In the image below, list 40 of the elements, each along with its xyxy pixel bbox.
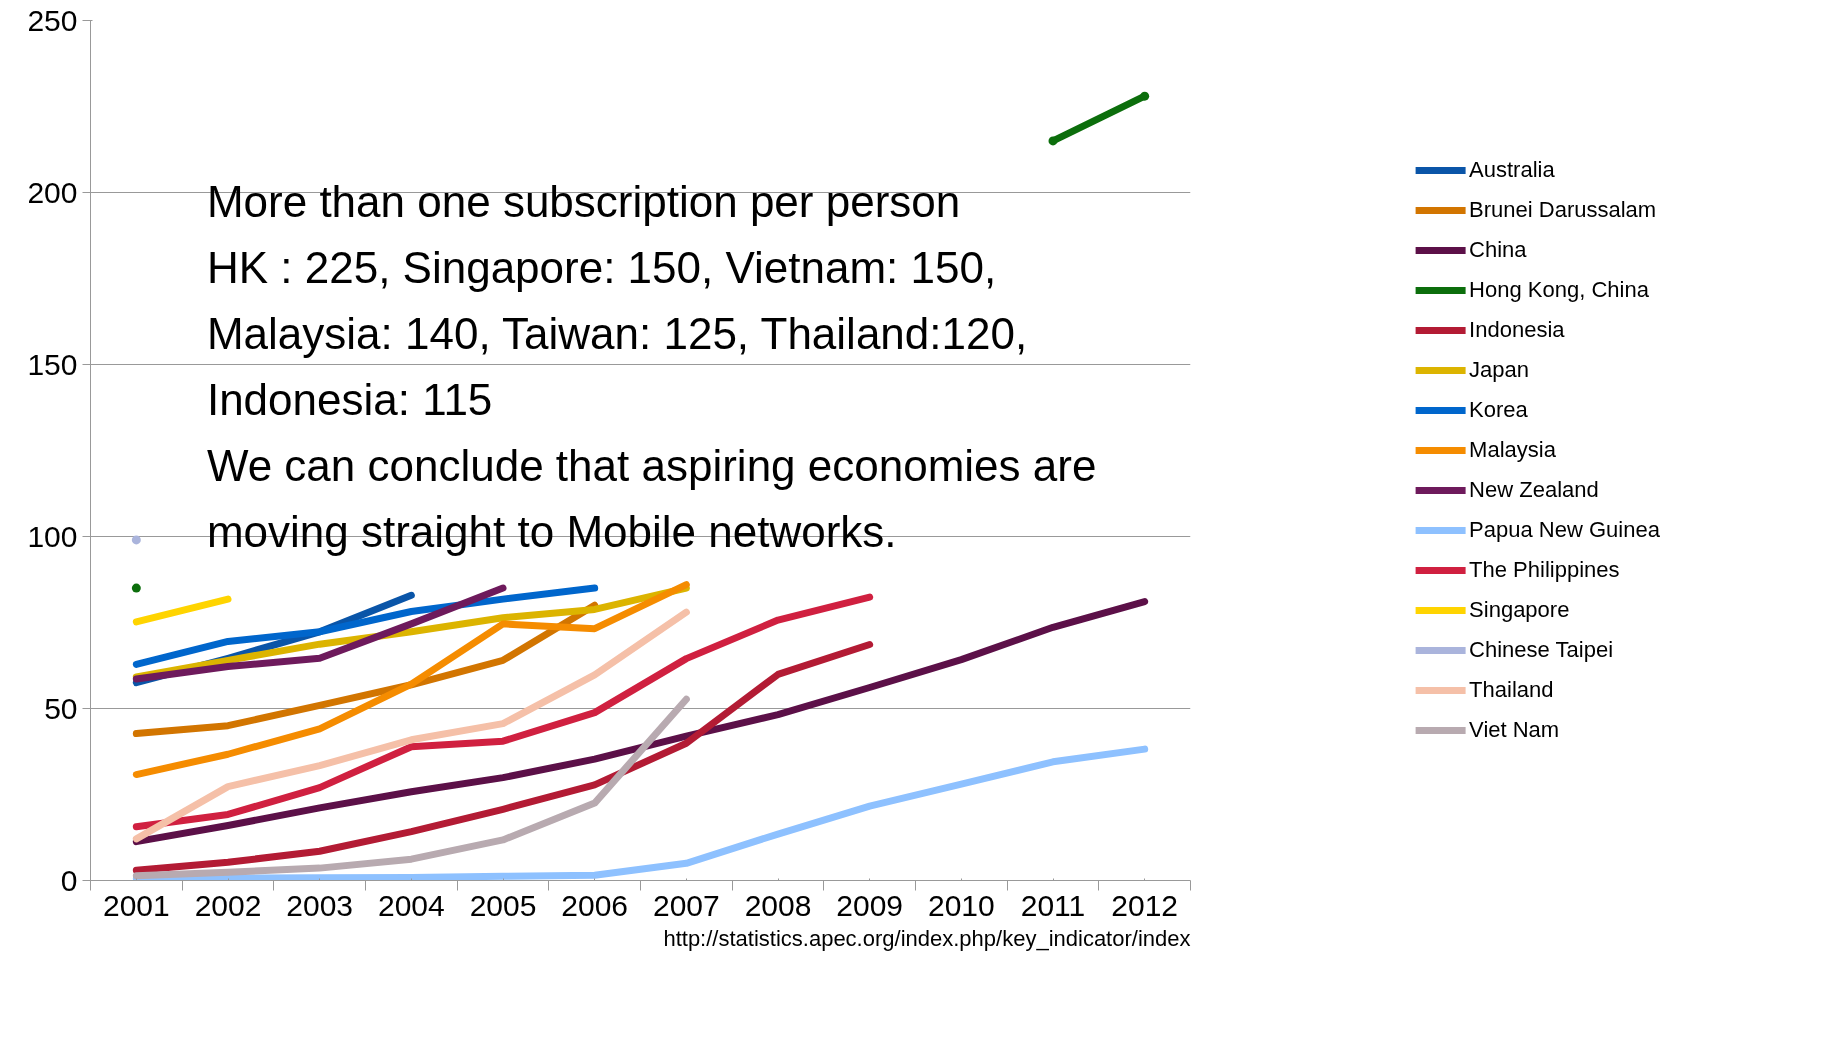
x-tick-label: 2007 (652, 888, 720, 922)
point (1140, 91, 1150, 101)
legend-label: Chinese Taipei (1469, 637, 1614, 663)
x-tick-label: 2008 (744, 888, 812, 922)
legend-label: Singapore (1469, 597, 1570, 623)
legend-label: Malaysia (1469, 437, 1556, 463)
legend-label: Thailand (1469, 677, 1554, 703)
annotation: HK : 225, Singapore: 150, Vietnam: 150, Malaysia: 140, Taiwan: 125, Thailand:120, Indonesia: 115 (206, 242, 1028, 424)
y-tick-label: 100 (27, 519, 78, 553)
text: http://statistics.apec.org/index.php/key_indicator/index (663, 925, 1191, 951)
x-tick-label: 2011 (1020, 888, 1086, 922)
legend-label: Japan (1469, 357, 1530, 383)
annotation: We can conclude that aspiring economies are moving straight to Mobile networks. (206, 440, 1097, 556)
point (1048, 136, 1058, 146)
legend-label: Brunei Darussalam (1469, 197, 1657, 223)
x-tick-label: 2005 (469, 888, 537, 922)
legend-label: Papua New Guinea (1469, 517, 1660, 543)
legend-label: The Philippines (1469, 557, 1620, 583)
y-tick-label: 250 (27, 3, 78, 37)
legend-label: Korea (1469, 397, 1528, 423)
annotation: More than one subscription per person (206, 176, 961, 226)
x-tick-label: 2004 (377, 888, 445, 922)
y-tick-label: 0 (60, 863, 78, 897)
legend-label: China (1469, 237, 1527, 263)
x-tick-label: 2006 (561, 888, 629, 922)
x-tick-label: 2012 (1111, 888, 1179, 922)
x-tick-label: 2002 (194, 888, 262, 922)
x-tick-label: 2003 (286, 888, 354, 922)
y-tick-label: 50 (44, 691, 78, 725)
legend-label: Indonesia (1469, 317, 1565, 343)
x-tick-label: 2009 (836, 888, 904, 922)
x-tick-label: 2001 (102, 888, 170, 922)
point (131, 583, 141, 593)
legend-label: Viet Nam (1469, 717, 1560, 743)
legend-label: New Zealand (1469, 477, 1599, 503)
legend-label: Australia (1469, 157, 1555, 183)
x-tick-label: 2010 (927, 888, 995, 922)
legend-label: Hong Kong, China (1469, 277, 1649, 303)
y-tick-label: 150 (27, 347, 78, 381)
y-tick-label: 200 (27, 175, 78, 209)
